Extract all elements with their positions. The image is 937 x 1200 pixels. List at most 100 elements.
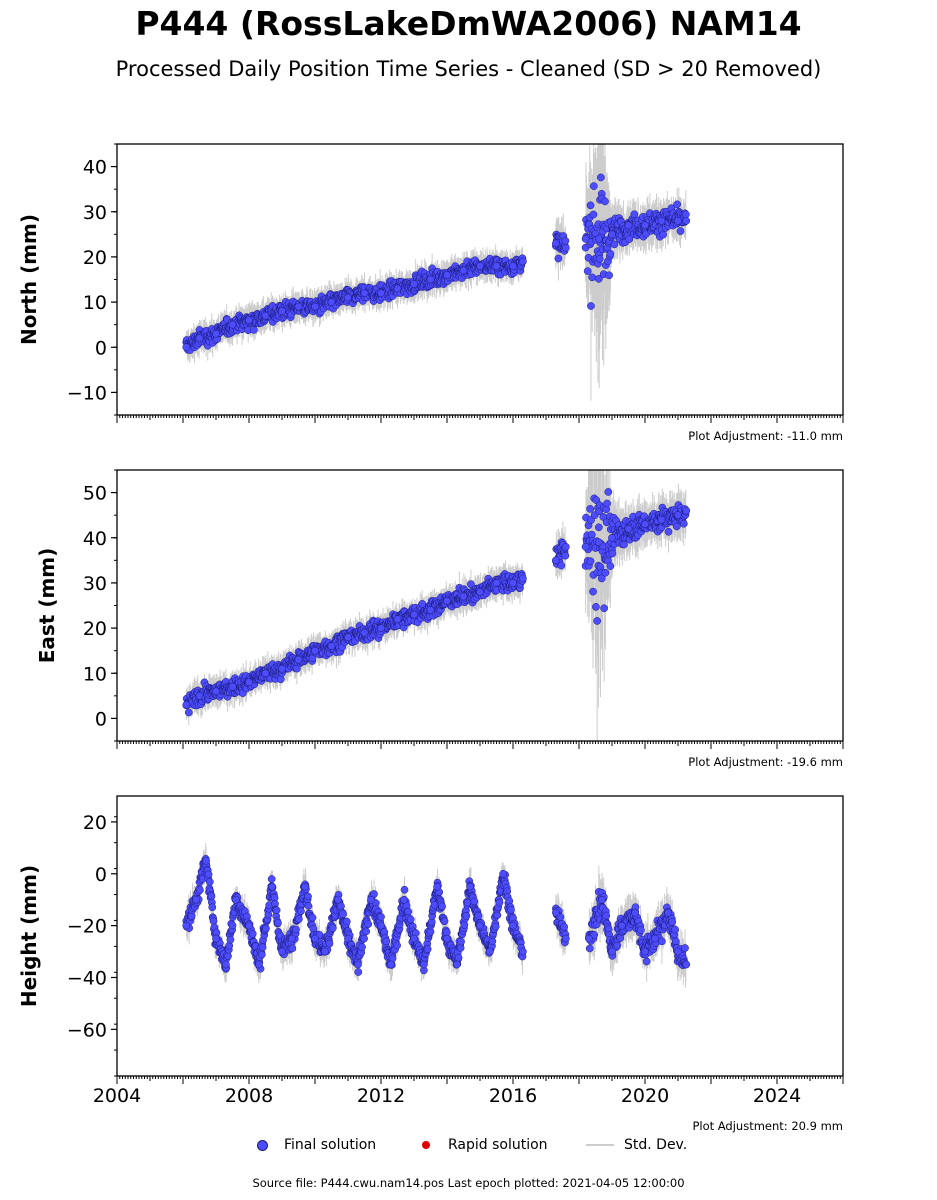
data-point (672, 522, 681, 531)
data-point (294, 302, 303, 311)
data-point (344, 293, 352, 302)
data-point (195, 334, 204, 343)
data-points (182, 488, 691, 717)
data-point (245, 678, 253, 687)
y-tick-label: 10 (83, 292, 107, 314)
data-point (594, 274, 603, 283)
data-point (492, 262, 501, 270)
data-point (600, 604, 609, 613)
data-point (606, 249, 615, 258)
chart-title: P444 (RossLakeDmWA2006) NAM14 (135, 4, 802, 43)
data-point (608, 533, 616, 542)
data-point (476, 262, 484, 270)
data-point (604, 488, 613, 496)
data-point (311, 646, 319, 655)
data-point (393, 615, 402, 623)
data-point (590, 182, 598, 190)
data-point (360, 628, 369, 637)
data-point (554, 254, 563, 263)
data-point (377, 624, 385, 632)
data-point (360, 289, 369, 297)
y-tick-label: 40 (83, 528, 107, 550)
data-point (261, 669, 270, 678)
data-point (212, 687, 220, 696)
plot-area (182, 843, 691, 988)
data-point (608, 230, 616, 239)
data-point (641, 520, 649, 529)
data-point (679, 519, 688, 528)
data-point (606, 562, 615, 570)
data-point (377, 289, 385, 297)
data-point (624, 221, 633, 230)
data-point (601, 197, 609, 206)
data-point (276, 675, 285, 684)
y-tick-label: 30 (83, 573, 107, 595)
data-point (561, 542, 570, 551)
data-point (581, 235, 590, 243)
data-point (552, 239, 560, 248)
data-point (620, 540, 628, 549)
plot-adjustment-note: Plot Adjustment: -11.0 mm (688, 429, 843, 443)
data-point (509, 579, 517, 587)
chart-subtitle: Processed Daily Position Time Series - C… (115, 57, 822, 81)
data-point (588, 273, 597, 282)
data-point (681, 210, 690, 219)
data-point (393, 284, 402, 293)
data-point (657, 515, 666, 524)
data-point (492, 579, 501, 587)
data-point (601, 568, 610, 577)
data-point (664, 527, 673, 536)
data-point (410, 610, 418, 619)
data-point (311, 302, 319, 311)
data-point (583, 267, 592, 275)
data-point (212, 329, 220, 338)
data-point (327, 642, 336, 651)
data-point (278, 307, 286, 315)
data-point (586, 201, 595, 210)
data-point (682, 506, 691, 515)
data-point (261, 311, 270, 320)
data-point (476, 588, 484, 596)
data-point (426, 606, 435, 614)
y-tick-label: 40 (83, 157, 107, 179)
data-point (594, 235, 603, 243)
y-tick-label: 20 (83, 618, 107, 640)
panel-2: 0 10 20 30 40 50 East (mm) Plot Adjustment: -19… (35, 469, 844, 769)
data-point (426, 275, 435, 284)
data-point (459, 266, 468, 275)
data-point (245, 316, 253, 324)
plot-adjustment-note: Plot Adjustment: -19.6 mm (688, 755, 843, 769)
data-point (557, 561, 566, 570)
y-tick-label: 0 (95, 337, 107, 359)
data-point (589, 210, 598, 219)
data-point (509, 262, 517, 270)
data-point (605, 271, 613, 280)
data-point (519, 574, 527, 583)
y-tick-label: 30 (83, 202, 107, 224)
data-points (182, 173, 691, 354)
data-point (625, 235, 634, 243)
data-point (676, 227, 685, 235)
data-point (228, 320, 237, 329)
data-point (674, 511, 682, 520)
data-point (443, 271, 451, 279)
panel-1: −10 0 10 20 30 40 North (mm) Plot Adjustment: -… (17, 143, 844, 443)
data-point (182, 701, 191, 709)
data-point (610, 240, 619, 249)
data-point (608, 549, 617, 558)
y-tick-label: 50 (83, 483, 107, 505)
plot-area (182, 470, 691, 741)
data-point (250, 326, 258, 334)
data-point (459, 592, 468, 601)
data-point (278, 664, 286, 673)
y-axis-label: East (mm) (35, 548, 59, 664)
data-point (182, 343, 191, 352)
y-tick-label: 20 (83, 247, 107, 269)
data-point (659, 230, 668, 239)
data-point (519, 257, 527, 266)
data-point (594, 523, 603, 532)
data-point (641, 221, 649, 230)
data-point (595, 255, 604, 263)
data-point (581, 542, 590, 551)
